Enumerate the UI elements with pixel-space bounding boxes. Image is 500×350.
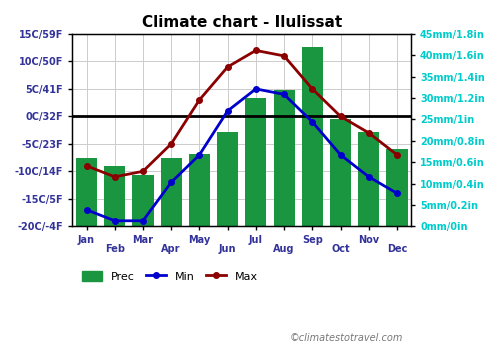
Text: Jun: Jun [219,244,236,254]
Text: Aug: Aug [274,244,295,254]
Bar [104,167,126,226]
Bar [132,175,154,226]
Text: Dec: Dec [387,244,407,254]
Text: Sep: Sep [302,234,322,245]
Legend: Prec, Min, Max: Prec, Min, Max [78,266,262,286]
Text: Jan: Jan [78,234,95,245]
Bar [330,119,351,226]
Text: Feb: Feb [104,244,124,254]
Text: Mar: Mar [132,234,154,245]
Text: Jul: Jul [249,234,263,245]
Bar [302,47,323,226]
Bar [160,158,182,226]
Text: Apr: Apr [162,244,181,254]
Text: Nov: Nov [358,234,380,245]
Bar [358,132,380,226]
Text: Oct: Oct [331,244,350,254]
Text: ©climatestotravel.com: ©climatestotravel.com [290,333,404,343]
Bar [76,158,97,226]
Bar [189,154,210,226]
Bar [246,98,266,226]
Text: May: May [188,234,210,245]
Title: Climate chart - Ilulissat: Climate chart - Ilulissat [142,15,342,30]
Bar [386,149,407,226]
Bar [274,90,294,226]
Bar [217,132,238,226]
